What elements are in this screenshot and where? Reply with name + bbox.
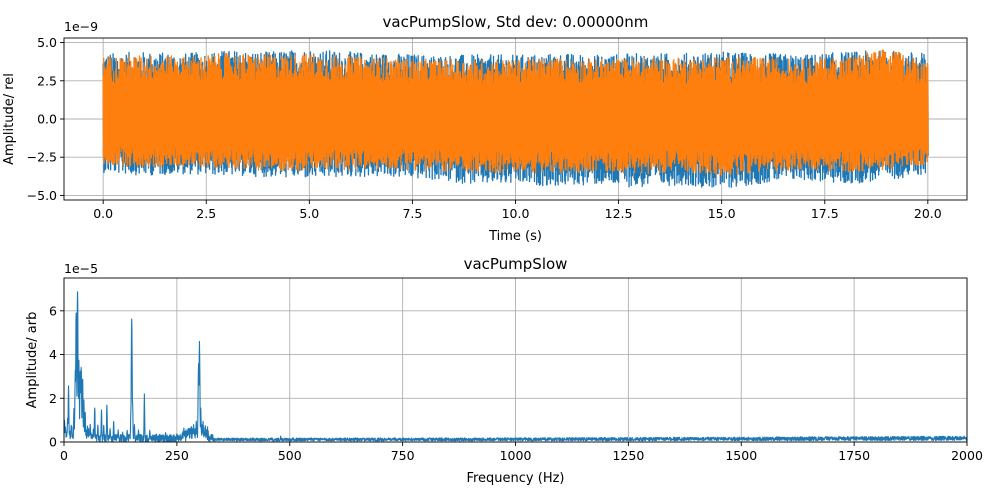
time-series-offset-text: 1e−9	[64, 19, 98, 34]
time-series-xtick-label: 20.0	[914, 206, 942, 221]
time-series-line-2	[102, 49, 929, 177]
time-series-xtick-label: 7.5	[402, 206, 422, 221]
spectrum-data	[64, 291, 967, 442]
spectrum-xlabel: Frequency (Hz)	[466, 471, 564, 486]
spectrum-xtick-label: 2000	[951, 448, 983, 463]
spectrum-xtick-label: 1500	[725, 448, 757, 463]
time-series-xtick-label: 5.0	[299, 206, 319, 221]
spectrum-ytick-label: 4	[49, 347, 57, 362]
spectrum-title: vacPumpSlow	[464, 255, 568, 273]
time-series-xtick-label: 0.0	[93, 206, 113, 221]
time-series-data	[102, 49, 929, 188]
time-series-ytick-label: 0.0	[37, 112, 57, 127]
time-series-ytick-label: −2.5	[27, 150, 57, 165]
spectrum-xtick-label: 500	[278, 448, 302, 463]
spectrum-chart: 0 250 500 750 1000 1250 1500 1750 2000 0 2 4 6 vacPu…	[25, 255, 983, 486]
time-series-title: vacPumpSlow, Std dev: 0.00000nm	[383, 13, 649, 31]
time-series-xtick-label: 2.5	[196, 206, 216, 221]
time-series-xtick-label: 10.0	[502, 206, 530, 221]
spectrum-xtick-label: 750	[391, 448, 415, 463]
time-series-ytick-label: 5.0	[37, 35, 57, 50]
time-series-ticks: 0.0 2.5 5.0 7.5 10.0 12.5 15.0 17.5 20.0 −5.0 −2.5…	[27, 35, 942, 221]
spectrum-ytick-label: 6	[49, 303, 57, 318]
spectrum-xtick-label: 250	[165, 448, 189, 463]
spectrum-xtick-label: 1250	[612, 448, 644, 463]
spectrum-ytick-label: 2	[49, 391, 57, 406]
spectrum-line	[64, 291, 967, 442]
time-series-ytick-label: 2.5	[37, 73, 57, 88]
spectrum-offset-text: 1e−5	[64, 261, 98, 276]
time-series-xlabel: Time (s)	[488, 229, 542, 244]
time-series-xtick-label: 12.5	[605, 206, 633, 221]
spectrum-ytick-label: 0	[49, 435, 57, 450]
spectrum-xtick-label: 1000	[500, 448, 532, 463]
time-series-xtick-label: 17.5	[811, 206, 839, 221]
spectrum-xtick-label: 1750	[838, 448, 870, 463]
time-series-chart: 0.0 2.5 5.0 7.5 10.0 12.5 15.0 17.5 20.0 −5.0 −2.5…	[2, 13, 968, 244]
spectrum-xtick-label: 0	[60, 448, 68, 463]
spectrum-ticks: 0 250 500 750 1000 1250 1500 1750 2000 0 2 4 6	[49, 303, 983, 463]
time-series-ytick-label: −5.0	[27, 188, 57, 203]
spectrum-ylabel: Amplitude/ arb	[25, 312, 40, 409]
time-series-xtick-label: 15.0	[708, 206, 736, 221]
time-series-ylabel: Amplitude/ rel	[2, 73, 17, 165]
